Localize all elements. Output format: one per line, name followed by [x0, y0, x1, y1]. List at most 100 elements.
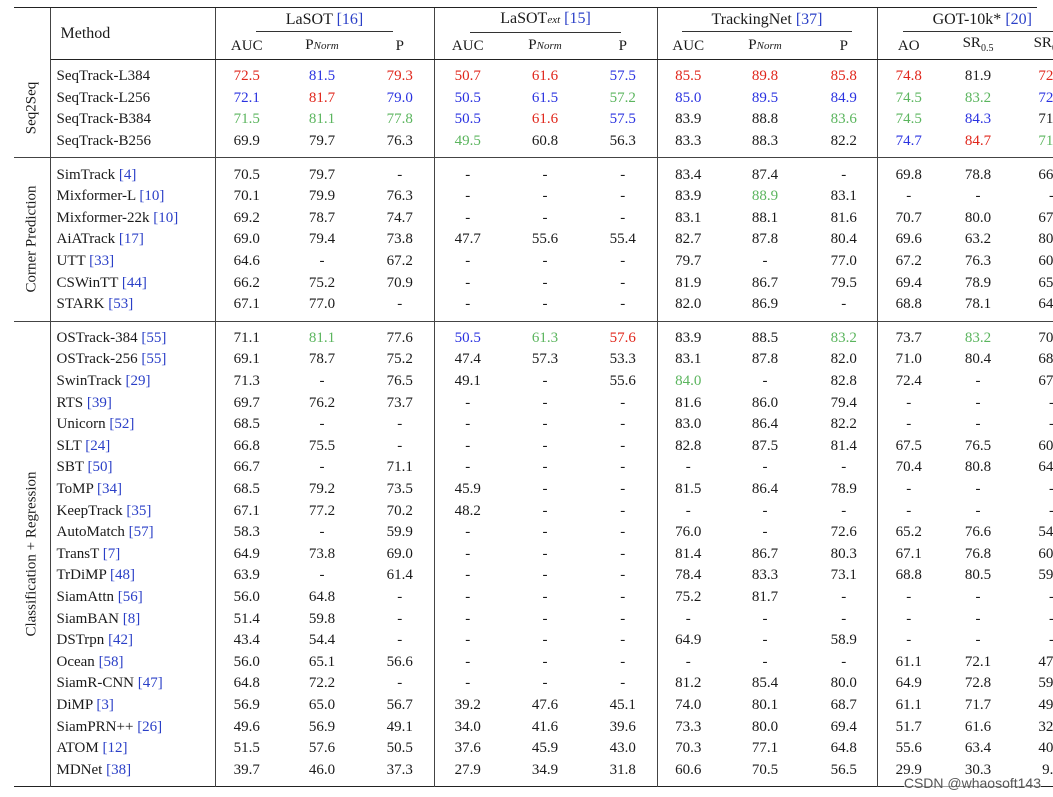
citation-link[interactable]: [4]	[118, 166, 137, 183]
method-cell: SimTrack [4]	[50, 157, 216, 186]
value-cell: 66.0	[1038, 166, 1053, 183]
value-cell: 79.2	[308, 480, 336, 497]
citation-link[interactable]: [42]	[108, 632, 134, 649]
value-cell: 60.3	[1038, 437, 1053, 454]
group-header-got10k: GOT-10k* [20]	[877, 8, 1053, 33]
value-cell: 57.3	[531, 351, 559, 368]
citation-link[interactable]: [55]	[141, 329, 167, 346]
value-cell: 70.2	[366, 500, 435, 522]
value-cell: 71.7	[964, 696, 992, 713]
citation-link[interactable]: [47]	[137, 675, 163, 692]
value-cell: 81.5	[675, 480, 702, 497]
value-cell: -	[465, 459, 471, 476]
citation-link[interactable]: [26]	[137, 718, 163, 735]
citation-link[interactable]: [56]	[117, 588, 143, 605]
value-cell: 69.4	[895, 274, 922, 291]
value-cell: 77.6	[366, 321, 435, 350]
value-cell: 67.8	[1038, 209, 1053, 226]
value-cell: -	[975, 588, 981, 605]
value-cell: 67.2	[366, 250, 435, 273]
value-cell: 83.6	[811, 109, 878, 131]
value-cell: 79.9	[308, 188, 336, 205]
value-cell: -	[1016, 392, 1053, 414]
citation-link[interactable]: [57]	[128, 524, 154, 541]
table-row: OSTrack-256 [55] 69.1 78.7 75.2 47.4 57.3 53.3…	[14, 349, 1053, 371]
citation-link[interactable]: [17]	[118, 231, 144, 248]
citation-link[interactable]: [38]	[106, 761, 132, 778]
value-cell: -	[465, 253, 471, 270]
value-cell: -	[685, 459, 691, 476]
value-cell: 77.1	[751, 740, 779, 757]
citation-link[interactable]: [33]	[89, 253, 115, 270]
value-cell: 56.6	[366, 651, 435, 674]
value-cell: 57.5	[589, 59, 658, 88]
value-cell: -	[811, 500, 878, 522]
value-cell: 47.7	[454, 231, 481, 248]
value-cell: 71.5	[233, 111, 260, 128]
value-cell: -	[589, 651, 658, 674]
value-cell: -	[1016, 186, 1053, 208]
value-cell: 72.8	[964, 675, 992, 692]
value-cell: 29.9	[895, 761, 922, 778]
citation-link[interactable]: [58]	[98, 653, 124, 670]
value-cell: -	[589, 500, 658, 522]
value-cell: -	[589, 521, 658, 544]
citation-link[interactable]: [10]	[139, 188, 165, 205]
value-cell: -	[906, 188, 912, 205]
value-cell: -	[589, 565, 658, 587]
value-cell: 54.3	[1038, 524, 1053, 541]
value-cell: 66.8	[233, 437, 260, 454]
value-cell: 88.5	[751, 329, 779, 346]
value-cell: 76.3	[366, 185, 435, 208]
citation-link[interactable]: [34]	[97, 480, 122, 497]
value-cell: -	[906, 394, 912, 411]
table-row: Corner Prediction SimTrack [4] 70.5 79.7- - -…	[14, 157, 1053, 322]
value-cell: 67.1	[233, 502, 260, 519]
value-cell: 87.4	[751, 166, 779, 183]
value-cell: -	[811, 608, 878, 630]
value-cell: -	[542, 459, 548, 476]
citation-link[interactable]: [24]	[85, 437, 111, 454]
citation-link[interactable]: [48]	[110, 567, 136, 584]
citation-link[interactable]: [50]	[87, 459, 113, 476]
value-cell: 86.7	[751, 274, 779, 291]
value-cell: 76.2	[308, 394, 336, 411]
value-cell: -	[542, 524, 548, 541]
value-cell: 68.5	[233, 416, 260, 433]
citation-link[interactable]: [12]	[102, 740, 128, 757]
citation-link[interactable]: [52]	[109, 416, 135, 433]
citation-link[interactable]: [44]	[121, 274, 147, 291]
group-header-lasot: LaSOT [16]	[215, 8, 435, 33]
citation-link[interactable]: [10]	[153, 209, 179, 226]
citation-link[interactable]: [8]	[122, 610, 141, 627]
value-cell: 64.6	[233, 253, 260, 270]
value-cell: 82.2	[811, 413, 878, 436]
value-cell: -	[319, 459, 325, 476]
citation-link[interactable]: [55]	[141, 351, 167, 368]
value-cell: 69.9	[233, 133, 260, 150]
citation-link[interactable]: [35]	[126, 502, 152, 519]
section-label-header	[14, 8, 51, 60]
value-cell: 75.2	[675, 588, 702, 605]
table-row: DSTrpn [42]43.454.4----64.9-58.9---	[14, 629, 1053, 652]
citation-link[interactable]: [7]	[102, 545, 121, 562]
citation-link[interactable]: [29]	[125, 373, 151, 390]
value-cell: 64.9	[233, 545, 260, 562]
value-cell: 68.8	[895, 567, 922, 584]
value-cell: -	[975, 480, 981, 497]
value-cell: 76.0	[675, 524, 702, 541]
value-cell: 76.3	[964, 253, 992, 270]
value-cell: 56.0	[233, 588, 260, 605]
citation-link[interactable]: [53]	[108, 296, 134, 313]
method-cell: RTS [39]	[50, 392, 216, 414]
value-cell: 31.8	[589, 759, 658, 787]
value-cell: 53.3	[589, 349, 658, 371]
value-cell: 77.0	[308, 296, 336, 313]
citation-link[interactable]: [39]	[86, 394, 112, 411]
citation-link[interactable]: [3]	[96, 696, 114, 713]
value-cell: 73.1	[811, 565, 878, 587]
value-cell: -	[811, 157, 878, 186]
value-cell: 78.7	[308, 209, 336, 226]
metric-header: AO	[877, 33, 941, 60]
value-cell: 80.8	[964, 459, 992, 476]
